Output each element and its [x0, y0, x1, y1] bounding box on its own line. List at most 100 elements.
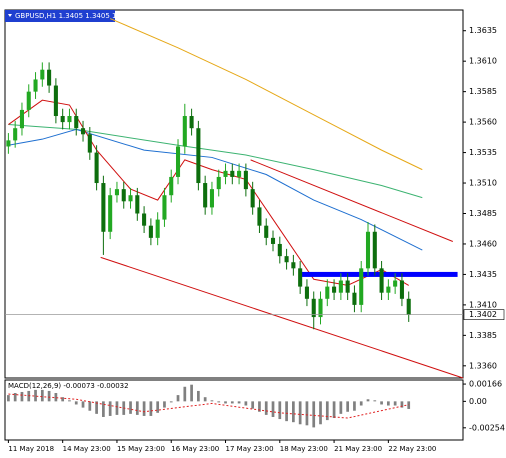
candle-body	[379, 268, 384, 293]
macd-bar	[373, 400, 377, 402]
macd-bar	[108, 401, 112, 416]
macd-bar	[20, 391, 24, 402]
symbol-header-bg	[5, 10, 115, 22]
candle-body	[40, 69, 45, 80]
macd-bar	[305, 401, 309, 426]
y-tick-label: 1.3410	[469, 300, 497, 309]
macd-bar	[95, 401, 98, 414]
trend-line	[100, 256, 464, 379]
x-tick-label: 15 May 23:00	[117, 445, 165, 453]
x-tick-label: 14 May 23:00	[63, 445, 111, 453]
moving-average	[109, 18, 423, 171]
macd-bar	[285, 401, 288, 422]
candle-body	[216, 176, 221, 190]
candle-body	[270, 237, 276, 244]
y-tick-label: 1.3385	[469, 331, 497, 340]
candle-body	[189, 116, 194, 129]
candle-body	[196, 128, 201, 184]
macd-bar	[264, 401, 268, 415]
macd-bar	[203, 397, 207, 402]
macd-bar	[190, 384, 193, 402]
candle-body	[148, 225, 153, 238]
macd-bar	[115, 401, 119, 415]
moving-average	[8, 99, 409, 286]
candle-body	[101, 183, 106, 232]
y-tick-label: 1.3585	[469, 87, 497, 96]
macd-bar	[217, 401, 221, 403]
candle-body	[359, 268, 364, 305]
macd-bar	[197, 390, 200, 402]
candle-body	[6, 140, 11, 147]
candle-body	[135, 195, 140, 214]
macd-bar	[319, 401, 322, 425]
x-tick-label: 16 May 23:00	[171, 445, 219, 453]
last-price-label: 1.3402	[469, 310, 497, 319]
candle-body	[291, 262, 296, 269]
macd-bar	[210, 400, 214, 402]
y-tick-label: 1.3360	[469, 361, 497, 370]
macd-bar	[346, 401, 350, 412]
macd-bar	[74, 401, 78, 405]
macd-bar	[40, 389, 44, 402]
macd-bar	[81, 401, 85, 408]
macd-bar	[169, 401, 173, 403]
macd-bar	[68, 400, 71, 402]
macd-bar	[156, 401, 160, 413]
candle-body	[230, 170, 235, 177]
candle-body	[298, 268, 303, 287]
macd-bar	[251, 401, 255, 409]
macd-bar	[176, 395, 180, 402]
price-panel	[4, 9, 464, 379]
y-tick-label: 1.3485	[469, 209, 497, 218]
y-tick-label: 1.3560	[469, 118, 497, 127]
candle-body	[386, 286, 391, 293]
macd-bar	[13, 393, 17, 402]
y-tick-label: 1.3635	[469, 26, 497, 35]
macd-title: MACD(12,26,9) -0.00073 -0.00032	[8, 382, 129, 390]
candle-body	[257, 207, 262, 226]
candle-body	[182, 116, 187, 147]
moving-average	[8, 128, 423, 251]
candle-body	[87, 134, 92, 153]
macd-bar	[292, 401, 295, 423]
candle-body	[19, 109, 24, 129]
macd-bar	[298, 401, 302, 425]
candle-body	[352, 292, 357, 305]
macd-bar	[400, 401, 404, 408]
candle-body	[393, 280, 398, 287]
macd-bar	[359, 401, 363, 406]
macd-bar	[149, 401, 153, 416]
last-price-box	[463, 309, 505, 320]
macd-y-tick-label: -0.00254	[469, 423, 505, 432]
x-tick-label: 21 May 23:00	[334, 445, 382, 453]
candle-body	[162, 195, 167, 220]
candle-body	[47, 69, 52, 86]
x-tick-label: 22 May 23:00	[388, 445, 436, 453]
candle-body	[80, 128, 86, 135]
macd-bar	[230, 401, 234, 404]
macd-panel	[4, 379, 464, 441]
candle-body	[318, 298, 323, 318]
candle-body	[223, 170, 228, 177]
macd-bar	[325, 401, 329, 421]
macd-bar	[54, 393, 58, 402]
candle-body	[94, 152, 99, 184]
candle-body	[311, 298, 316, 318]
candle-body	[13, 128, 18, 141]
candle-body	[345, 280, 350, 293]
macd-bar	[102, 401, 105, 417]
candle-body	[33, 79, 38, 92]
macd-bar	[7, 395, 10, 402]
y-tick-label: 1.3460	[469, 239, 497, 248]
macd-bar	[312, 401, 316, 428]
macd-bar	[380, 401, 383, 405]
header-icon	[8, 14, 12, 17]
candle-body	[26, 91, 31, 110]
candle-body	[243, 170, 248, 190]
macd-bar	[34, 389, 37, 402]
macd-bar	[135, 401, 139, 415]
macd-bar	[129, 401, 132, 414]
macd-signal	[8, 393, 409, 419]
candle-body	[169, 176, 174, 196]
